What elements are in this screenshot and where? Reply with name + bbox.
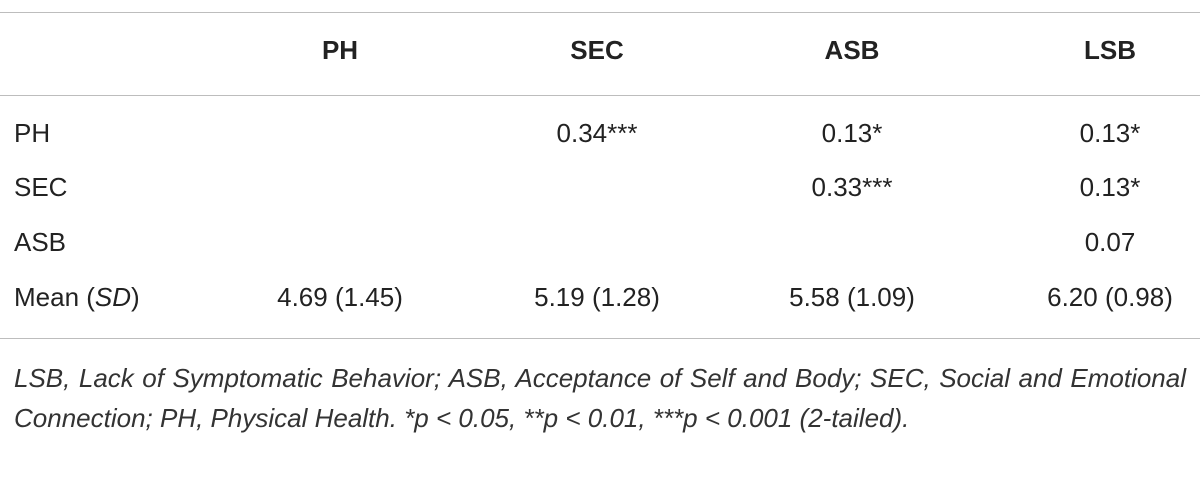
row-label: Mean (SD): [14, 277, 140, 317]
bottom-rule: [0, 338, 1200, 339]
cell: 0.07: [1084, 227, 1136, 257]
row-label: SEC: [14, 172, 68, 202]
cell: 0.13*: [1079, 118, 1141, 148]
footnote: LSB, Lack of Symptomatic Behavior; ASB, …: [14, 363, 1186, 433]
cell: 0.13*: [1079, 172, 1141, 202]
column-header: SEC: [570, 35, 624, 65]
column-header: PH: [321, 35, 359, 65]
row-label: ASB: [14, 227, 67, 257]
table-row: SEC 0.33*** 0.13*: [0, 167, 1200, 207]
table-row: Mean (SD) 4.69 (1.45) 5.19 (1.28) 5.58 (…: [0, 277, 1200, 317]
label-italic: SD: [94, 282, 132, 312]
cell: 6.20 (0.98): [1047, 282, 1173, 312]
header-row: PH SEC ASB LSB: [0, 30, 1200, 70]
row-label: PH: [14, 118, 51, 148]
top-rule: [0, 12, 1200, 13]
cell: 0.34***: [556, 118, 638, 148]
column-header: LSB: [1084, 35, 1136, 65]
table-row: ASB 0.07: [0, 222, 1200, 262]
cell: 0.13*: [821, 118, 883, 148]
cell: 5.19 (1.28): [534, 282, 660, 312]
header-rule: [0, 95, 1200, 96]
cell: 5.58 (1.09): [789, 282, 915, 312]
label-text: Mean (: [14, 282, 95, 312]
cell: 0.33***: [811, 172, 893, 202]
column-header: ASB: [824, 35, 880, 65]
table-row: PH 0.34*** 0.13* 0.13*: [0, 113, 1200, 153]
cell: 4.69 (1.45): [277, 282, 403, 312]
label-text: ): [131, 282, 140, 312]
